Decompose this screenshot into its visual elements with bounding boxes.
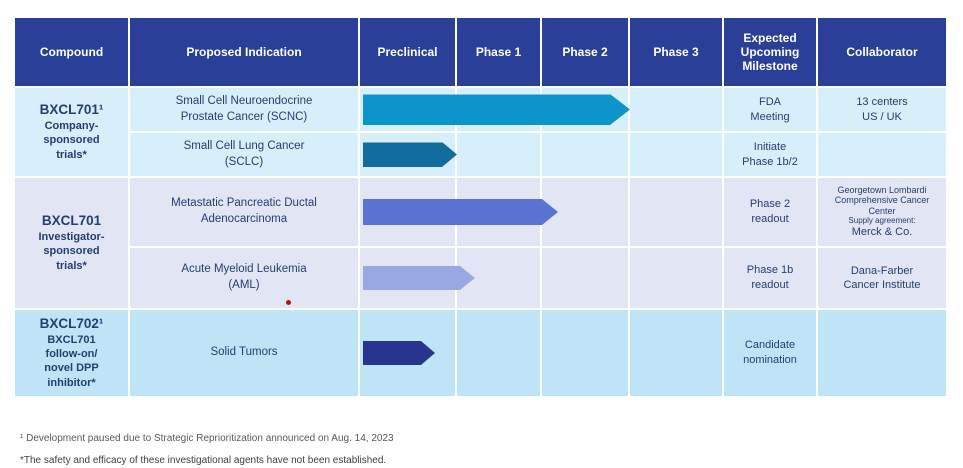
collaborator-scnc: 13 centers US / UK bbox=[818, 88, 946, 131]
indication-sclc: Small Cell Lung Cancer (SCLC) bbox=[130, 133, 358, 176]
progress-arrow-pancreatic bbox=[363, 199, 558, 225]
milestone-aml: Phase 1b readout bbox=[724, 248, 816, 308]
footnote-safety-efficacy: *The safety and efficacy of these invest… bbox=[20, 455, 387, 466]
collaborator-solid-tumors bbox=[818, 310, 946, 396]
indication-solid-tumors: Solid Tumors bbox=[130, 310, 358, 396]
collaborator-name: Georgetown Lombardi Comprehensive Cancer… bbox=[834, 185, 930, 216]
compound-descriptor: Company- sponsored trials* bbox=[43, 119, 100, 161]
progress-arrow-sclc bbox=[363, 142, 457, 167]
phase-cell bbox=[630, 88, 722, 131]
indication-pancreatic: Metastatic Pancreatic Ductal Adenocarcin… bbox=[130, 178, 358, 246]
compound-cell-bxcl702: BXCL702¹ BXCL701 follow-on/ novel DPP in… bbox=[15, 310, 128, 396]
col-header-phase-2: Phase 2 bbox=[542, 18, 628, 86]
indication-scnc: Small Cell Neuroendocrine Prostate Cance… bbox=[130, 88, 358, 131]
milestone-scnc: FDA Meeting bbox=[724, 88, 816, 131]
phase-cell bbox=[630, 310, 722, 396]
footnote-development-paused: ¹ Development paused due to Strategic Re… bbox=[20, 433, 394, 444]
compound-descriptor: BXCL701 follow-on/ novel DPP inhibitor* bbox=[44, 333, 99, 389]
pipeline-table: Compound Proposed Indication Preclinical… bbox=[15, 18, 946, 396]
col-header-milestone: Expected Upcoming Milestone bbox=[724, 18, 816, 86]
phase-cell bbox=[630, 178, 722, 246]
phase-cell bbox=[630, 133, 722, 176]
phase-cell bbox=[542, 310, 628, 396]
milestone-sclc: Initiate Phase 1b/2 bbox=[724, 133, 816, 176]
phase-cell bbox=[542, 248, 628, 308]
indication-aml: Acute Myeloid Leukemia (AML) bbox=[130, 248, 358, 308]
collaborator-aml: Dana-Farber Cancer Institute bbox=[818, 248, 946, 308]
red-dot-annotation bbox=[286, 300, 291, 305]
indication-text: Acute Myeloid Leukemia (AML) bbox=[181, 263, 307, 291]
supply-agreement-label: Supply agreement: bbox=[848, 216, 916, 226]
supply-agreement-partner: Merck & Co. bbox=[851, 225, 913, 238]
col-header-compound: Compound bbox=[15, 18, 128, 86]
phase-track-scnc bbox=[360, 88, 455, 131]
col-header-proposed-indication: Proposed Indication bbox=[130, 18, 358, 86]
progress-arrow-solid-tumors bbox=[363, 341, 435, 365]
milestone-pancreatic: Phase 2 readout bbox=[724, 178, 816, 246]
phase-track-pancreatic bbox=[360, 178, 455, 246]
phase-cell bbox=[542, 133, 628, 176]
collaborator-sclc bbox=[818, 133, 946, 176]
phase-cell bbox=[457, 310, 540, 396]
compound-cell-bxcl701-company: BXCL701¹ Company- sponsored trials* bbox=[15, 88, 128, 176]
col-header-preclinical: Preclinical bbox=[360, 18, 455, 86]
milestone-solid-tumors: Candidate nomination bbox=[724, 310, 816, 396]
compound-descriptor: Investigator- sponsored trials* bbox=[38, 230, 105, 272]
compound-title: BXCL701 bbox=[41, 213, 102, 229]
collaborator-pancreatic: Georgetown Lombardi Comprehensive Cancer… bbox=[818, 178, 946, 246]
compound-title: BXCL702¹ bbox=[39, 315, 104, 331]
phase-track-aml bbox=[360, 248, 455, 308]
phase-cell bbox=[457, 133, 540, 176]
compound-title: BXCL701¹ bbox=[39, 102, 104, 118]
col-header-phase-3: Phase 3 bbox=[630, 18, 722, 86]
col-header-collaborator: Collaborator bbox=[818, 18, 946, 86]
progress-arrow-aml bbox=[363, 266, 475, 290]
progress-arrow-scnc bbox=[363, 94, 630, 125]
phase-cell bbox=[630, 248, 722, 308]
col-header-phase-1: Phase 1 bbox=[457, 18, 540, 86]
phase-track-sclc bbox=[360, 133, 455, 176]
compound-cell-bxcl701-investigator: BXCL701 Investigator- sponsored trials* bbox=[15, 178, 128, 308]
phase-track-solid-tumors bbox=[360, 310, 455, 396]
